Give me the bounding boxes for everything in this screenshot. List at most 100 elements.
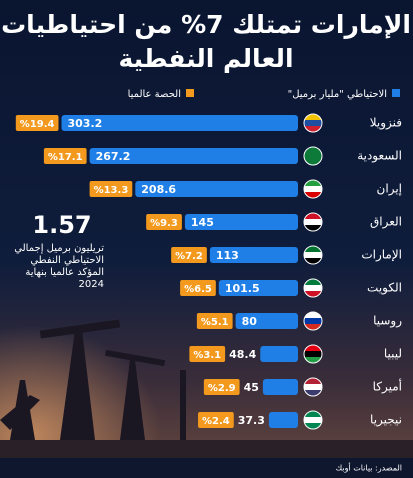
legend-swatch (186, 89, 194, 97)
flag-border (303, 245, 323, 265)
flag-border (303, 179, 323, 199)
flag (304, 411, 322, 429)
category-label: نيجيريا (370, 413, 402, 428)
value-label: 267.2 (96, 150, 131, 163)
title: العالم النفطية (118, 44, 293, 73)
flag-stripe (304, 390, 322, 396)
title: الإمارات تمتلك 7% من احتياطيات (1, 10, 411, 40)
flag-stripe (304, 147, 322, 153)
value-label: 48.4 (229, 348, 256, 361)
flag-stripe (304, 312, 322, 318)
share-label: %3.1 (193, 350, 221, 361)
flag-border (303, 278, 323, 298)
share-label: %2.9 (208, 383, 236, 394)
bar (184, 214, 298, 230)
share-label: %2.4 (202, 416, 230, 427)
share-label: %19.4 (20, 119, 55, 130)
share-tag (15, 115, 59, 131)
share-label: %9.3 (150, 218, 178, 229)
annotation-text: 2024 (79, 279, 104, 290)
bar (135, 181, 298, 197)
share-label: %6.5 (184, 284, 212, 295)
flag-stripe (304, 153, 322, 159)
bar (235, 313, 298, 329)
share-tag (146, 214, 182, 230)
footer-band (0, 458, 413, 478)
flag-stripe (304, 180, 322, 186)
bar (218, 280, 298, 296)
flag-stripe (304, 114, 322, 120)
flag-stripe (304, 345, 322, 351)
category-label: ليبيا (384, 347, 402, 361)
category-label: فنزويلا (370, 116, 402, 131)
share-tag (196, 313, 233, 329)
source: المصدر: بيانات أوبك (336, 463, 402, 473)
flag-stripe (304, 192, 322, 198)
legend-label: الاحتياطي "مليار برميل" (288, 89, 387, 100)
category-label: أميركا (373, 379, 402, 395)
value-label: 303.2 (68, 117, 103, 130)
flag-border (303, 311, 323, 331)
value-label: 113 (216, 249, 239, 262)
flag (304, 312, 322, 330)
bar (61, 115, 299, 131)
flag-stripe (304, 225, 322, 231)
value-label: 101.5 (225, 282, 260, 295)
share-tag (203, 379, 240, 395)
share-label: %7.2 (175, 251, 203, 262)
share-tag (189, 346, 226, 362)
flag (304, 114, 322, 132)
flag-border (303, 146, 323, 166)
category-label: روسيا (373, 314, 402, 329)
flag-stripe (304, 246, 322, 252)
flag (304, 180, 322, 198)
category-label: الكويت (367, 281, 402, 296)
flag-stripe (304, 126, 322, 132)
bar (260, 346, 298, 362)
value-label: 45 (244, 381, 259, 394)
value-label: 80 (242, 315, 258, 328)
value-label: 208.6 (141, 183, 176, 196)
flag (304, 279, 322, 297)
category-label: السعودية (357, 149, 402, 164)
value-label: 145 (191, 216, 214, 229)
flag-border (303, 212, 323, 232)
share-tag (198, 412, 234, 428)
flag-stripe (304, 213, 322, 219)
flag-stripe (304, 411, 322, 417)
flag-stripe (304, 258, 322, 264)
flag-border (303, 113, 323, 133)
flag-stripe (304, 291, 322, 297)
category-label: الإمارات (361, 248, 402, 263)
flag-stripe (304, 351, 322, 357)
flag-stripe (304, 423, 322, 429)
annotation-text: المؤكد عالميا بنهاية (25, 267, 104, 278)
share-tag (43, 148, 87, 164)
category-label: العراق (370, 215, 402, 230)
share-tag (89, 181, 133, 197)
annotation-text: الاحتياطي النفطي (30, 255, 104, 266)
flag (304, 246, 322, 264)
flag-border (303, 410, 323, 430)
flag-stripe (304, 318, 322, 324)
flag-stripe (304, 159, 322, 165)
flag-stripe (304, 324, 322, 330)
share-label: %17.1 (48, 152, 83, 163)
flag-stripe (304, 384, 322, 390)
flag (304, 345, 322, 363)
flag (304, 213, 322, 231)
flag-stripe (304, 378, 322, 384)
bar (268, 412, 298, 428)
flag-stripe (304, 279, 322, 285)
flag-border (303, 344, 323, 364)
flag-stripe (304, 285, 322, 291)
share-tag (171, 247, 207, 263)
flag-stripe (304, 219, 322, 225)
flag-stripe (304, 186, 322, 192)
flag-stripe (304, 357, 322, 363)
annotation-text: تريليون برميل إجمالي (14, 243, 104, 254)
flag-stripe (304, 120, 322, 126)
legend-label: الحصة عالميا (128, 89, 181, 100)
flag-border (303, 377, 323, 397)
